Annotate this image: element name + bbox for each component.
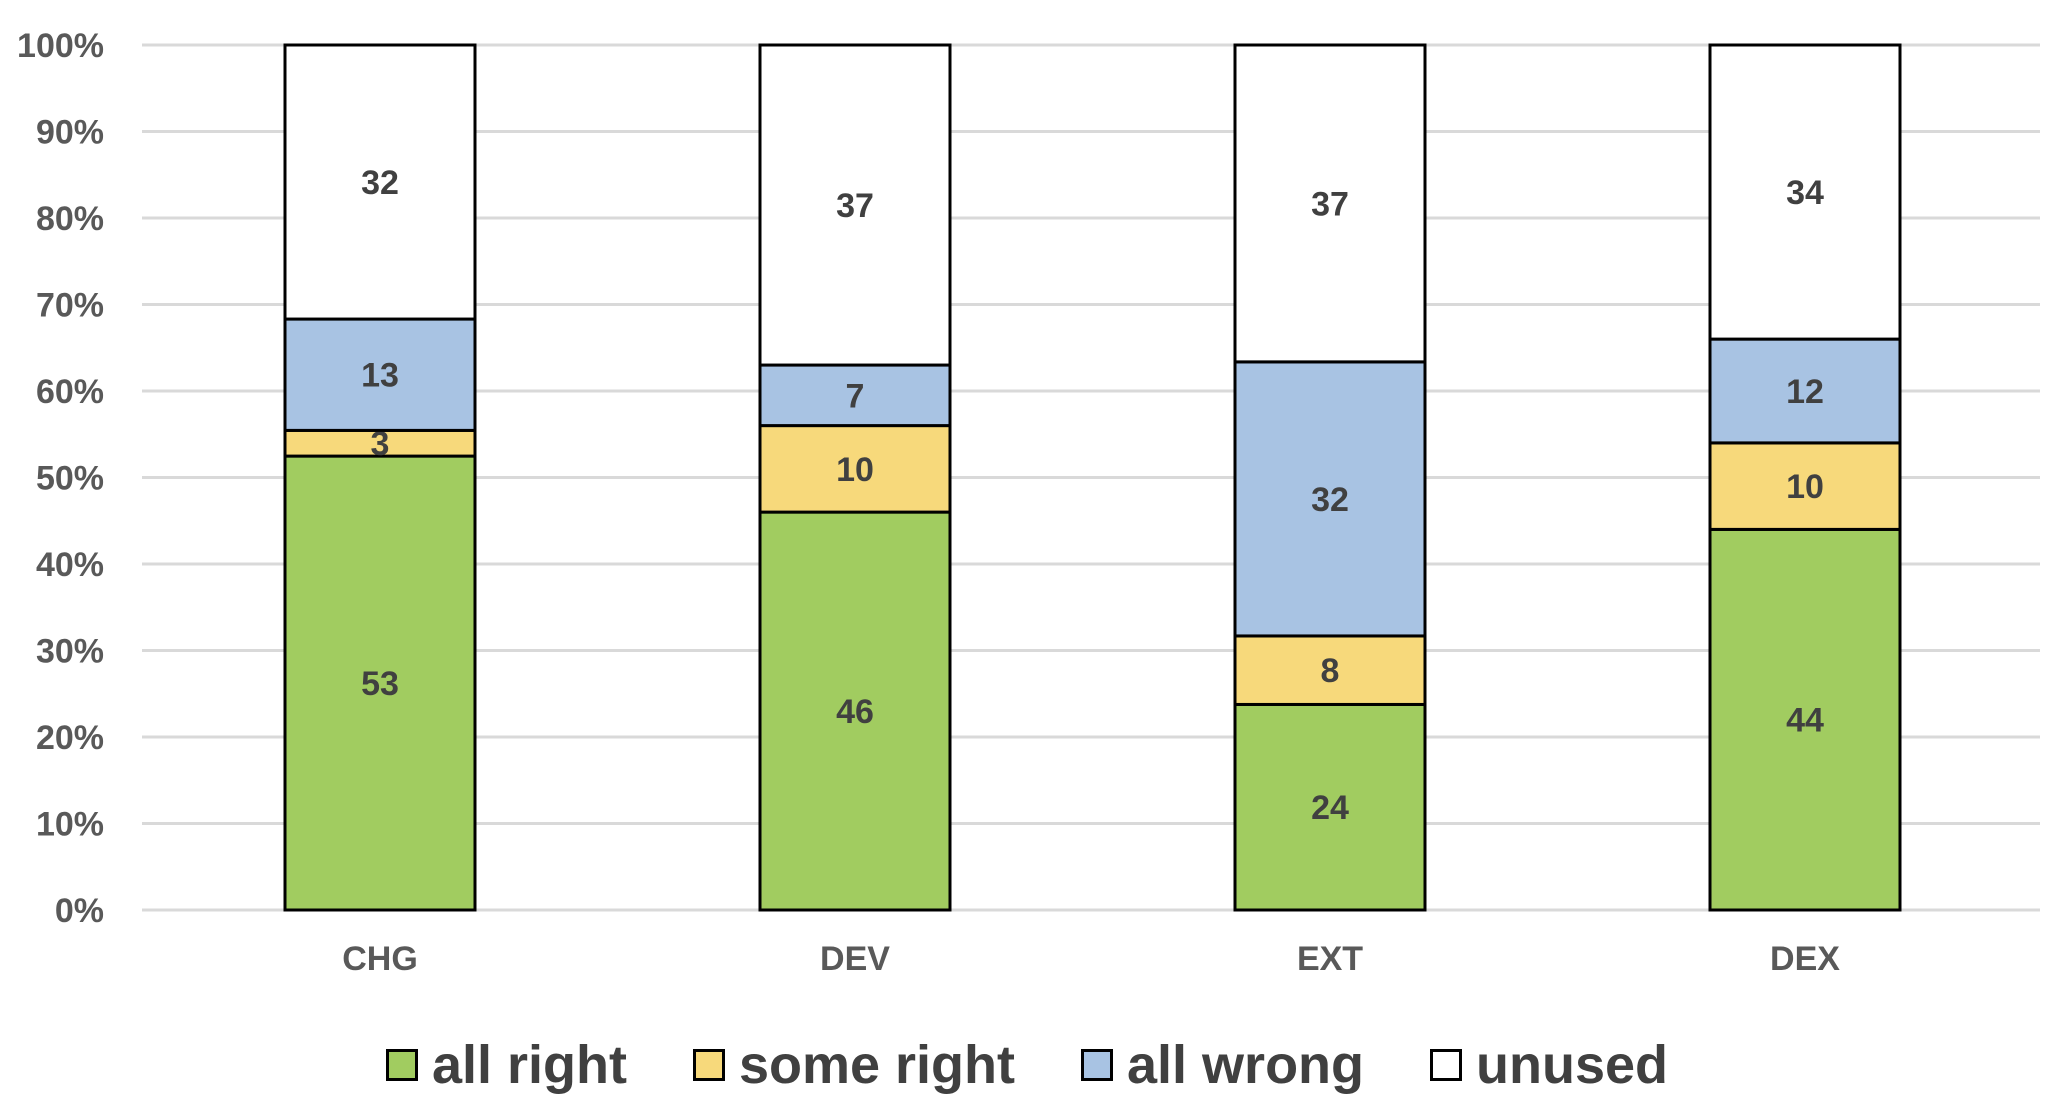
legend-item: all right [385, 1035, 627, 1095]
bar-segment-some-right [1708, 441, 1902, 531]
data-label: 3 [371, 425, 390, 463]
bar-segment-all-wrong [283, 317, 477, 432]
data-label: 24 [1311, 789, 1349, 827]
bar-segment-unused [758, 43, 952, 367]
data-label: 12 [1786, 373, 1824, 411]
y-tick-label: 50% [36, 460, 104, 498]
y-tick-label: 0% [55, 892, 104, 930]
legend-label: all wrong [1127, 1035, 1365, 1095]
data-label: 32 [1311, 481, 1349, 519]
data-label: 37 [1311, 185, 1349, 223]
data-label: 53 [361, 665, 399, 703]
bar-segment-all-right [1233, 702, 1427, 912]
bar-segment-unused [283, 43, 477, 321]
data-label: 46 [836, 693, 874, 731]
legend-label: some right [738, 1035, 1016, 1095]
legend-item: some right [692, 1035, 1016, 1095]
legend-label: unused [1476, 1035, 1669, 1095]
data-label: 10 [1786, 468, 1824, 506]
data-label: 13 [361, 357, 399, 395]
data-label: 34 [1786, 174, 1824, 212]
legend-label: all right [431, 1035, 627, 1095]
legend-item: all wrong [1081, 1038, 1364, 1092]
data-label: 7 [846, 377, 865, 415]
bar-segment-all-right [283, 454, 477, 912]
data-label: 8 [1321, 652, 1340, 690]
chart-legend: all right some right all wrong unused [0, 1030, 2054, 1100]
y-tick-label: 60% [36, 373, 104, 411]
bar-segment-some-right [758, 424, 952, 514]
x-tick-label: DEV [820, 940, 890, 978]
y-tick-label: 10% [36, 806, 104, 844]
data-label: 44 [1786, 702, 1824, 740]
y-tick-label: 30% [36, 633, 104, 671]
y-tick-label: 40% [36, 546, 104, 584]
legend-swatch [385, 1049, 418, 1081]
bar-segment-some-right [1233, 634, 1427, 706]
legend-swatch [692, 1049, 725, 1081]
bar-segment-all-wrong [1233, 360, 1427, 638]
legend-item: unused [1430, 1038, 1668, 1092]
legend-swatch [1430, 1049, 1463, 1081]
x-tick-label: EXT [1297, 940, 1363, 978]
bar-segment-some-right [283, 428, 477, 458]
y-tick-label: 70% [36, 287, 104, 325]
bar-segment-unused [1233, 43, 1427, 364]
data-label: 32 [361, 164, 399, 202]
bar-segment-all-right [1708, 527, 1902, 912]
bar-segment-all-wrong [1708, 337, 1902, 445]
data-label: 10 [836, 451, 874, 489]
y-tick-label: 100% [17, 27, 104, 65]
bar-segment-all-right [758, 510, 952, 912]
x-tick-label: CHG [342, 940, 418, 978]
y-tick-label: 90% [36, 114, 104, 152]
x-tick-label: DEX [1770, 940, 1840, 978]
y-tick-label: 80% [36, 200, 104, 238]
bar-segment-all-wrong [758, 363, 952, 428]
bar-segment-unused [1708, 43, 1902, 341]
legend-swatch [1081, 1049, 1114, 1081]
y-tick-label: 20% [36, 719, 104, 757]
data-label: 37 [836, 187, 874, 225]
